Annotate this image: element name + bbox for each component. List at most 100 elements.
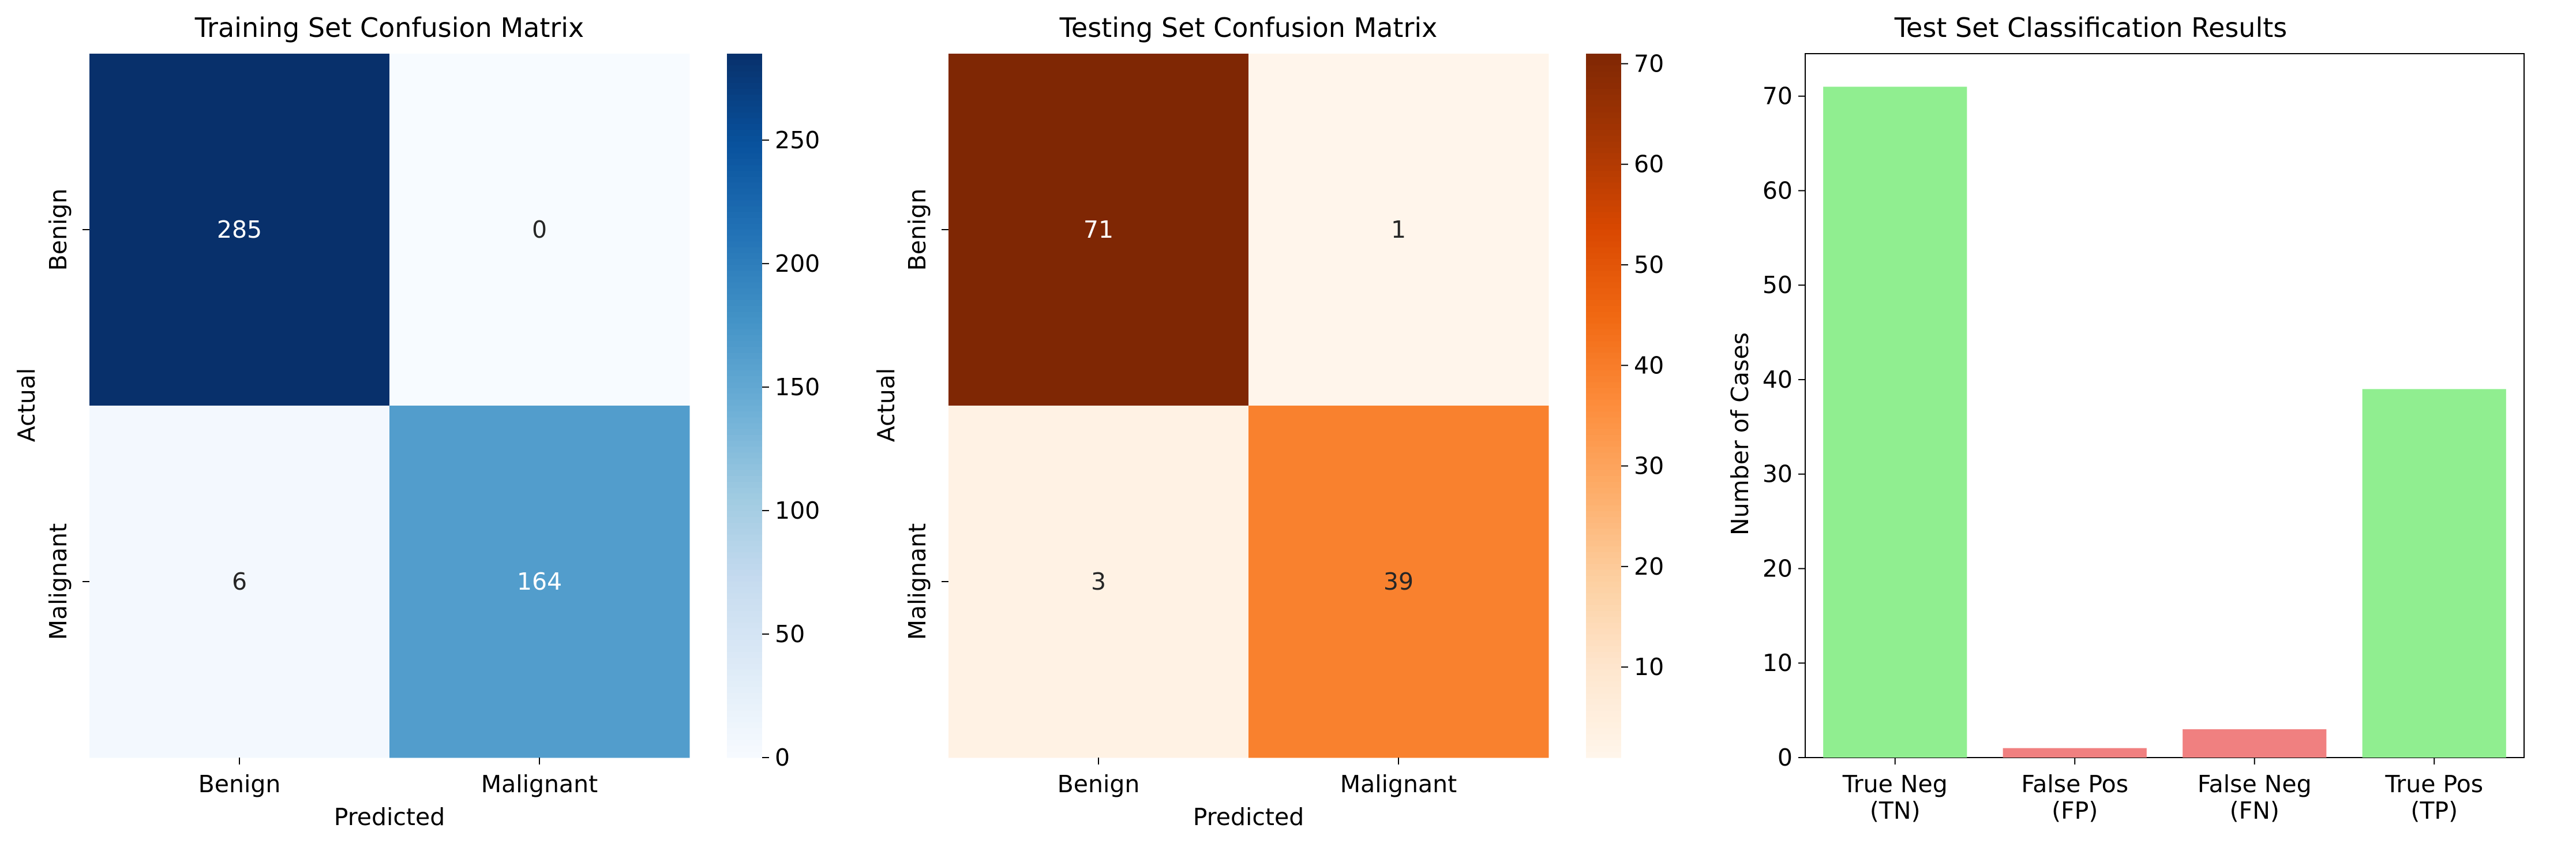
colorbar-segment: [1586, 194, 1621, 201]
colorbar-segment: [1586, 153, 1621, 160]
y-tick-label: Malignant: [903, 523, 931, 640]
colorbar-segment: [1586, 265, 1621, 271]
colorbar-segment: [727, 511, 762, 518]
colorbar-segment: [727, 235, 762, 242]
training-colorbar: 0 50 100 150 200 250: [727, 54, 820, 771]
heatmap-cell: [948, 54, 1249, 406]
colorbar-segment: [1586, 710, 1621, 717]
colorbar-segment: [1586, 200, 1621, 207]
colorbar-segment: [727, 675, 762, 682]
heatmap-cell: [89, 406, 390, 758]
colorbar-tick-label: 20: [1634, 553, 1664, 580]
colorbar-segment: [727, 434, 762, 441]
colorbar-segment: [727, 617, 762, 623]
heatmap-cell: [1248, 54, 1549, 406]
colorbar-segment: [727, 505, 762, 512]
colorbar-segment: [727, 599, 762, 606]
colorbar-segment: [727, 664, 762, 670]
colorbar-segment: [727, 582, 762, 588]
colorbar-segment: [1586, 470, 1621, 477]
colorbar-segment: [1586, 434, 1621, 441]
colorbar-segment: [727, 258, 762, 265]
colorbar-segment: [727, 734, 762, 741]
colorbar-segment: [1586, 575, 1621, 582]
y-tick-label: Benign: [903, 189, 931, 271]
colorbar-segment: [1586, 100, 1621, 107]
colorbar-tick-label: 100: [775, 497, 820, 524]
colorbar-segment: [1586, 376, 1621, 383]
y-tick-label: 20: [1763, 554, 1793, 582]
colorbar-segment: [727, 306, 762, 312]
testing-x-axis-label: Predicted: [1193, 803, 1304, 831]
bar: [2362, 389, 2506, 758]
colorbar-segment: [1586, 529, 1621, 535]
colorbar-segment: [1586, 411, 1621, 418]
colorbar-segment: [727, 353, 762, 359]
colorbar-segment: [1586, 282, 1621, 289]
colorbar-segment: [1586, 241, 1621, 248]
colorbar-segment: [727, 534, 762, 541]
colorbar-segment: [727, 253, 762, 260]
colorbar-segment: [727, 77, 762, 84]
colorbar-segment: [727, 681, 762, 688]
colorbar-segment: [1586, 71, 1621, 78]
colorbar-segment: [1586, 476, 1621, 482]
colorbar-segment: [727, 288, 762, 295]
colorbar-segment: [727, 482, 762, 488]
colorbar-segment: [1586, 664, 1621, 670]
colorbar-segment: [727, 634, 762, 641]
colorbar-segment: [1586, 464, 1621, 471]
colorbar-segment: [1586, 488, 1621, 494]
colorbar-segment: [727, 177, 762, 183]
colorbar-segment: [727, 223, 762, 230]
colorbar-segment: [1586, 569, 1621, 576]
colorbar-segment: [1586, 505, 1621, 512]
colorbar-segment: [1586, 406, 1621, 412]
colorbar-segment: [1586, 159, 1621, 166]
colorbar-segment: [1586, 751, 1621, 758]
colorbar-segment: [727, 546, 762, 553]
colorbar-segment: [727, 71, 762, 78]
colorbar-segment: [1586, 599, 1621, 606]
colorbar-segment: [727, 276, 762, 283]
colorbar-segment: [727, 206, 762, 213]
colorbar-segment: [727, 623, 762, 629]
colorbar-tick-label: 150: [775, 373, 820, 401]
colorbar-segment: [727, 95, 762, 101]
colorbar-segment: [1586, 95, 1621, 101]
colorbar-segment: [727, 388, 762, 395]
colorbar-segment: [1586, 558, 1621, 565]
colorbar-segment: [1586, 728, 1621, 734]
colorbar-segment: [1586, 136, 1621, 143]
colorbar-segment: [727, 411, 762, 418]
bar: [1823, 87, 1967, 758]
colorbar-segment: [1586, 218, 1621, 224]
colorbar-segment: [1586, 546, 1621, 553]
x-tick-label: True Pos (TP): [2384, 770, 2483, 824]
colorbar-segment: [1586, 54, 1621, 60]
colorbar-segment: [1586, 745, 1621, 752]
colorbar-segment: [727, 587, 762, 594]
bar-chart-title: Test Set Classification Results: [1894, 12, 2287, 43]
colorbar-segment: [727, 540, 762, 547]
colorbar-segment: [727, 699, 762, 706]
cell-value-label: 3: [1091, 568, 1106, 595]
colorbar-segment: [1586, 388, 1621, 395]
colorbar-segment: [727, 153, 762, 160]
bar: [2183, 729, 2327, 758]
colorbar-segment: [727, 147, 762, 154]
colorbar-segment: [1586, 722, 1621, 729]
colorbar-segment: [727, 317, 762, 324]
colorbar-segment: [1586, 675, 1621, 682]
colorbar-segment: [1586, 341, 1621, 347]
colorbar-segment: [1586, 517, 1621, 523]
colorbar-segment: [727, 130, 762, 136]
colorbar-segment: [1586, 212, 1621, 219]
colorbar-segment: [1586, 587, 1621, 594]
colorbar-segment: [1586, 258, 1621, 265]
y-tick-label: Malignant: [44, 523, 72, 640]
colorbar-segment: [727, 159, 762, 166]
x-tick-label: False Pos (FP): [2021, 770, 2128, 824]
colorbar-segment: [727, 171, 762, 178]
